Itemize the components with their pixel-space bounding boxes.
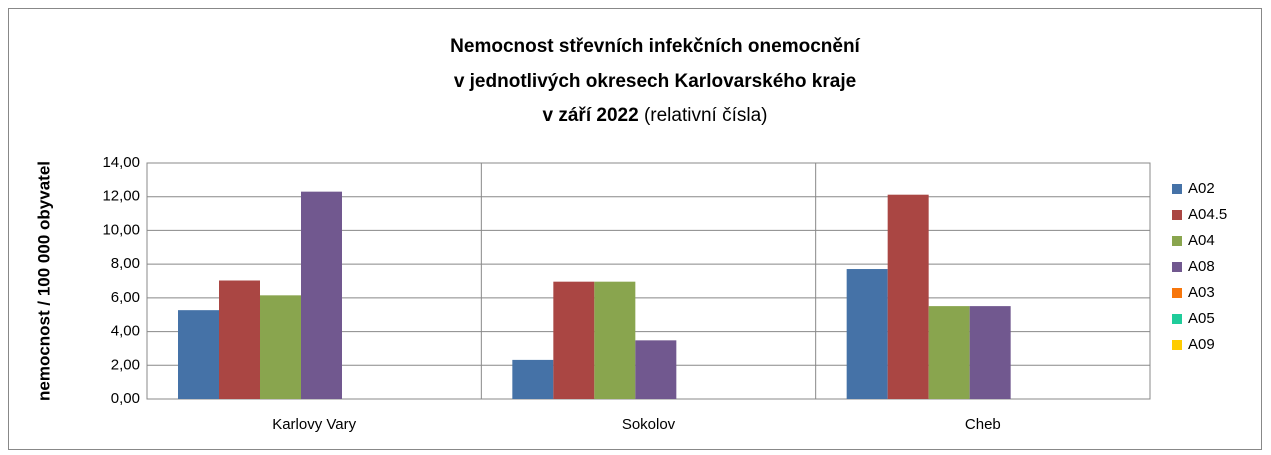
- legend-label: A09: [1188, 336, 1215, 353]
- bar: [301, 191, 342, 399]
- chart-title: v jednotlivých okresech Karlovarského kr…: [454, 71, 856, 92]
- chart-title: v září 2022: [543, 105, 639, 126]
- y-axis-label: nemocnost / 100 000 obyvatel: [34, 161, 53, 401]
- chart-title: v září 2022 (relativní čísla): [543, 105, 768, 126]
- bar: [178, 310, 219, 399]
- y-tick-label: 12,00: [102, 188, 140, 205]
- legend-label: A08: [1188, 258, 1215, 275]
- bar: [260, 295, 301, 399]
- legend-label: A04: [1188, 232, 1215, 249]
- y-tick-label: 6,00: [111, 289, 140, 306]
- legend-swatch: [1172, 210, 1182, 220]
- y-tick-label: 4,00: [111, 323, 140, 340]
- y-tick-label: 10,00: [102, 221, 140, 238]
- bar: [594, 281, 636, 399]
- legend-label: A02: [1188, 180, 1215, 197]
- bar: [887, 194, 929, 399]
- chart-title: Nemocnost střevních infekčních onemocněn…: [450, 36, 860, 57]
- bar: [635, 340, 677, 399]
- bar: [846, 269, 888, 399]
- bar: [928, 306, 970, 399]
- y-tick-label: 0,00: [111, 390, 140, 407]
- legend-label: A04.5: [1188, 206, 1227, 223]
- y-tick-label: 2,00: [111, 356, 140, 373]
- x-tick-label: Karlovy Vary: [272, 416, 356, 433]
- bar: [219, 280, 260, 399]
- bar: [512, 359, 554, 399]
- legend-swatch: [1172, 184, 1182, 194]
- bar: [969, 306, 1011, 399]
- legend-label: A05: [1188, 310, 1215, 327]
- legend-swatch: [1172, 236, 1182, 246]
- chart-subtitle: (relativní čísla): [644, 105, 768, 126]
- legend-label: A03: [1188, 284, 1215, 301]
- bar: [553, 281, 595, 399]
- legend-swatch: [1172, 340, 1182, 350]
- x-tick-label: Sokolov: [622, 416, 676, 433]
- x-tick-label: Cheb: [965, 416, 1001, 433]
- y-tick-label: 14,00: [102, 154, 140, 171]
- legend-swatch: [1172, 314, 1182, 324]
- legend-swatch: [1172, 288, 1182, 298]
- y-tick-label: 8,00: [111, 255, 140, 272]
- legend-swatch: [1172, 262, 1182, 272]
